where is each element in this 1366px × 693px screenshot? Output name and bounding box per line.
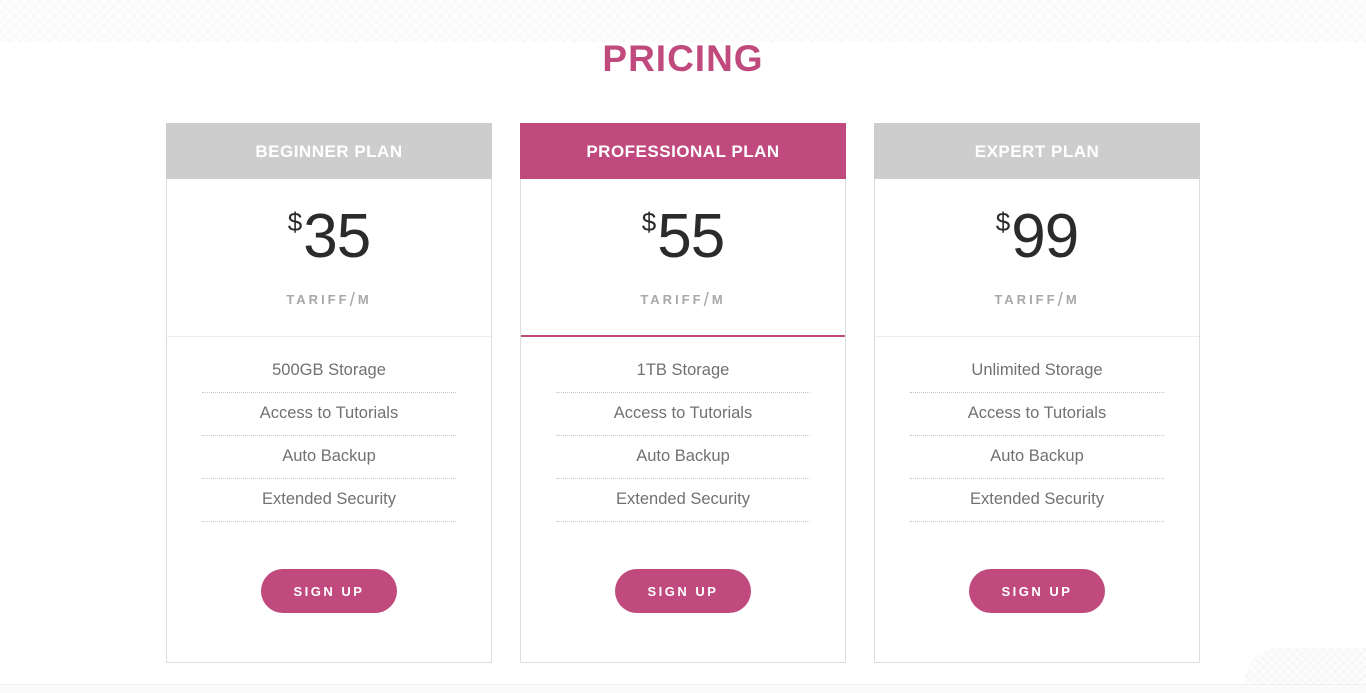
corner-decoration <box>1245 648 1366 684</box>
price-amount: 99 <box>1011 202 1079 271</box>
feature-item: Auto Backup <box>556 436 810 479</box>
price-amount: 35 <box>303 202 371 271</box>
currency-symbol: $ <box>287 207 303 237</box>
signup-button[interactable]: SIGN UP <box>260 569 398 613</box>
billing-period: TARIFF/M <box>640 290 726 311</box>
feature-item: Unlimited Storage <box>910 350 1164 393</box>
feature-item: Access to Tutorials <box>202 393 456 436</box>
feature-item: Extended Security <box>202 479 456 522</box>
pricing-cards-row: BEGINNER PLAN $35 TARIFF/M 500GB Storage… <box>166 123 1200 663</box>
page-title: PRICING <box>602 38 764 79</box>
currency-symbol: $ <box>641 207 657 237</box>
plan-card-beginner: BEGINNER PLAN $35 TARIFF/M 500GB Storage… <box>166 123 492 663</box>
signup-button[interactable]: SIGN UP <box>968 569 1106 613</box>
price-amount: 55 <box>657 202 725 271</box>
footer-strip <box>0 684 1366 693</box>
cta-wrap: SIGN UP <box>875 569 1199 613</box>
billing-period: TARIFF/M <box>286 290 372 311</box>
plan-name: EXPERT PLAN <box>874 123 1200 179</box>
plan-card-professional: PROFESSIONAL PLAN $55 TARIFF/M 1TB Stora… <box>520 123 846 663</box>
feature-item: Extended Security <box>910 479 1164 522</box>
price: $35 <box>167 205 491 280</box>
plan-card-expert: EXPERT PLAN $99 TARIFF/M Unlimited Stora… <box>874 123 1200 663</box>
feature-item: Access to Tutorials <box>910 393 1164 436</box>
price-block: $35 TARIFF/M <box>167 179 491 337</box>
price: $55 <box>521 205 845 280</box>
price: $99 <box>875 205 1199 280</box>
cta-wrap: SIGN UP <box>167 569 491 613</box>
features-list: 1TB Storage Access to Tutorials Auto Bac… <box>521 337 845 522</box>
period-slash: / <box>349 290 358 311</box>
feature-item: 1TB Storage <box>556 350 810 393</box>
feature-item: 500GB Storage <box>202 350 456 393</box>
period-slash: / <box>703 290 712 311</box>
period-slash: / <box>1057 290 1066 311</box>
cta-wrap: SIGN UP <box>521 569 845 613</box>
price-block: $55 TARIFF/M <box>521 179 845 337</box>
features-list: Unlimited Storage Access to Tutorials Au… <box>875 337 1199 522</box>
billing-period: TARIFF/M <box>994 290 1080 311</box>
features-list: 500GB Storage Access to Tutorials Auto B… <box>167 337 491 522</box>
feature-item: Auto Backup <box>202 436 456 479</box>
feature-item: Access to Tutorials <box>556 393 810 436</box>
feature-item: Extended Security <box>556 479 810 522</box>
price-block: $99 TARIFF/M <box>875 179 1199 337</box>
plan-name: PROFESSIONAL PLAN <box>520 123 846 179</box>
top-texture-band <box>0 0 1366 42</box>
currency-symbol: $ <box>995 207 1011 237</box>
plan-name: BEGINNER PLAN <box>166 123 492 179</box>
signup-button[interactable]: SIGN UP <box>614 569 752 613</box>
feature-item: Auto Backup <box>910 436 1164 479</box>
